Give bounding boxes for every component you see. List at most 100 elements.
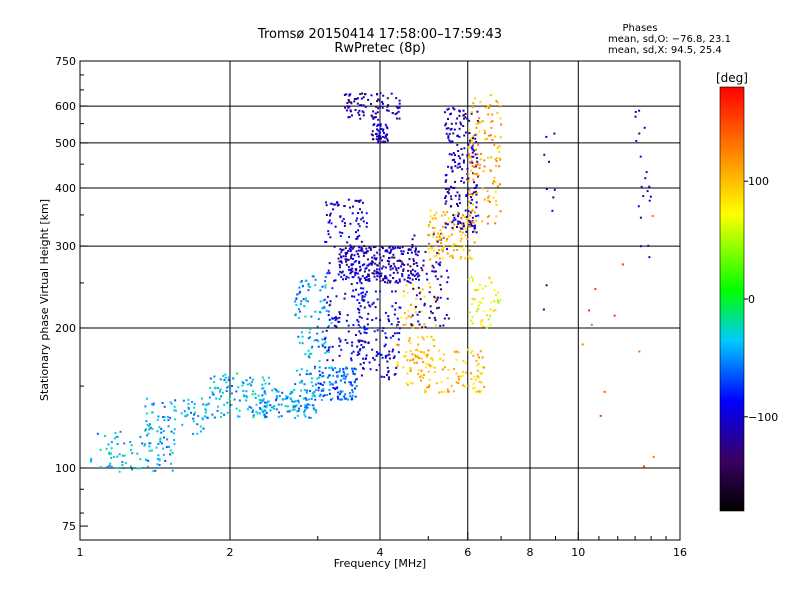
scatter-point bbox=[475, 184, 478, 187]
scatter-point bbox=[465, 215, 468, 218]
scatter-point bbox=[376, 264, 379, 267]
scatter-point bbox=[332, 208, 335, 211]
scatter-point bbox=[325, 241, 328, 243]
scatter-point bbox=[447, 127, 450, 130]
scatter-point bbox=[486, 215, 489, 218]
scatter-point bbox=[377, 129, 380, 132]
scatter-point bbox=[468, 128, 470, 131]
scatter-point bbox=[474, 215, 477, 218]
scatter-point bbox=[352, 246, 355, 249]
scatter-point bbox=[350, 398, 353, 401]
scatter-point bbox=[396, 260, 399, 262]
scatter-point bbox=[162, 453, 165, 456]
scatter-point bbox=[476, 375, 479, 378]
scatter-point bbox=[268, 382, 271, 385]
scatter-point bbox=[328, 318, 331, 321]
scatter-point bbox=[254, 396, 257, 399]
scatter-point bbox=[309, 372, 312, 375]
scatter-point bbox=[367, 341, 370, 344]
scatter-point bbox=[324, 284, 327, 287]
scatter-point bbox=[381, 101, 384, 103]
scatter-point bbox=[416, 275, 419, 278]
scatter-point bbox=[387, 279, 390, 282]
scatter-point bbox=[416, 313, 419, 316]
scatter-point bbox=[472, 354, 475, 357]
scatter-point bbox=[472, 155, 475, 158]
scatter-point bbox=[331, 383, 334, 386]
scatter-point bbox=[349, 109, 352, 112]
scatter-point bbox=[414, 311, 417, 314]
scatter-point bbox=[306, 403, 309, 406]
scatter-point bbox=[321, 330, 324, 333]
scatter-point bbox=[339, 313, 342, 315]
scatter-point bbox=[435, 236, 438, 239]
scatter-point bbox=[377, 139, 380, 142]
scatter-point bbox=[90, 457, 93, 460]
scatter-point bbox=[348, 381, 351, 384]
scatter-point bbox=[196, 432, 199, 435]
scatter-point bbox=[367, 98, 370, 101]
scatter-point bbox=[317, 340, 320, 343]
scatter-point bbox=[419, 376, 422, 379]
scatter-point bbox=[422, 374, 425, 376]
scatter-point bbox=[241, 384, 244, 387]
scatter-point bbox=[432, 233, 435, 236]
scatter-point bbox=[389, 274, 392, 277]
scatter-point bbox=[394, 290, 397, 293]
scatter-point bbox=[328, 388, 331, 391]
scatter-point bbox=[407, 340, 410, 342]
scatter-point bbox=[130, 449, 132, 451]
scatter-point bbox=[449, 128, 452, 131]
scatter-point bbox=[375, 268, 378, 271]
scatter-point bbox=[193, 406, 196, 409]
scatter-point bbox=[321, 384, 324, 387]
scatter-point bbox=[469, 202, 472, 205]
scatter-point bbox=[331, 345, 334, 348]
scatter-point bbox=[431, 264, 434, 267]
scatter-point bbox=[365, 354, 368, 357]
scatter-point bbox=[466, 221, 469, 224]
scatter-point bbox=[393, 265, 396, 268]
scatter-point bbox=[294, 400, 297, 402]
scatter-point bbox=[447, 136, 450, 139]
scatter-point bbox=[499, 299, 502, 302]
scatter-point bbox=[405, 317, 408, 320]
scatter-point bbox=[458, 194, 461, 197]
scatter-point bbox=[489, 323, 492, 326]
scatter-point bbox=[426, 278, 429, 281]
scatter-point bbox=[315, 409, 317, 412]
scatter-point bbox=[146, 434, 148, 437]
scatter-point bbox=[462, 360, 465, 362]
scatter-point bbox=[463, 181, 465, 184]
scatter-point bbox=[384, 311, 387, 314]
scatter-point bbox=[490, 169, 492, 172]
scatter-point bbox=[296, 410, 299, 413]
scatter-point bbox=[416, 354, 419, 357]
scatter-point bbox=[355, 219, 358, 222]
scatter-point bbox=[289, 397, 292, 400]
scatter-point bbox=[328, 219, 331, 222]
scatter-point bbox=[262, 387, 265, 390]
scatter-point bbox=[461, 153, 464, 156]
scatter-point bbox=[282, 398, 285, 401]
scatter-point bbox=[489, 314, 492, 317]
scatter-point bbox=[477, 356, 480, 359]
scatter-point bbox=[351, 391, 354, 394]
scatter-point bbox=[313, 390, 316, 393]
scatter-point bbox=[340, 261, 343, 264]
scatter-point bbox=[349, 93, 352, 96]
scatter-point bbox=[416, 264, 419, 267]
scatter-point bbox=[347, 324, 350, 327]
scatter-point bbox=[334, 319, 337, 322]
scatter-point bbox=[422, 351, 425, 354]
scatter-point bbox=[403, 264, 406, 266]
scatter-point bbox=[333, 245, 336, 248]
scatter-point bbox=[442, 211, 445, 214]
scatter-point bbox=[278, 395, 281, 398]
scatter-point bbox=[652, 456, 655, 458]
scatter-point bbox=[451, 226, 454, 229]
scatter-point bbox=[458, 162, 461, 165]
scatter-point bbox=[403, 312, 406, 315]
scatter-point bbox=[355, 250, 358, 253]
